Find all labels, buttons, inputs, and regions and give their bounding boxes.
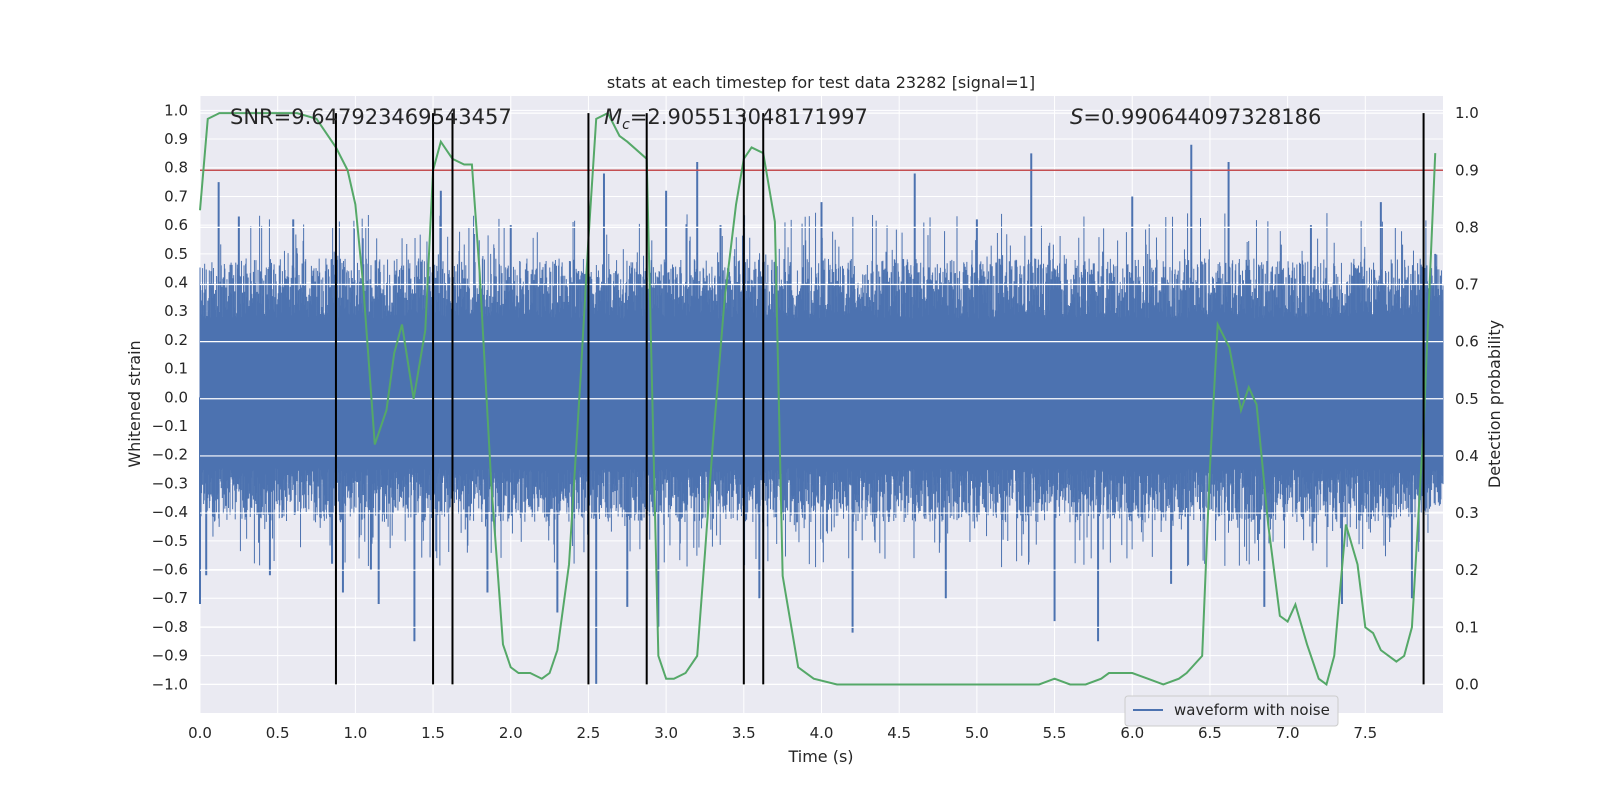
y-right-tick-label: 0.6 [1455, 333, 1479, 351]
y-left-tick-label: −0.5 [152, 532, 188, 550]
y-right-tick-label: 0.3 [1455, 504, 1479, 522]
y-left-tick-label: 0.9 [164, 130, 188, 148]
chart-title: stats at each timestep for test data 232… [607, 73, 1035, 92]
y-right-tick-label: 1.0 [1455, 104, 1479, 122]
x-tick-label: 7.5 [1353, 724, 1377, 742]
legend-box [1124, 695, 1339, 727]
s-symbol: S [1070, 105, 1083, 129]
y-right-tick-label: 0.5 [1455, 390, 1479, 408]
y-left-tick-label: 0.1 [164, 360, 188, 378]
mc-symbol: M [604, 105, 622, 129]
x-tick-label: 3.0 [654, 724, 678, 742]
legend-label: waveform with noise [1174, 701, 1330, 719]
y-left-tick-label: −0.9 [152, 647, 188, 665]
x-tick-label: 0.5 [266, 724, 290, 742]
y-left-tick-label: −0.3 [152, 474, 188, 492]
y-left-tick-label: −0.2 [152, 446, 188, 464]
vertical-marker-lines [334, 113, 1425, 685]
y-left-tick-label: −0.6 [152, 561, 188, 579]
x-tick-label: 4.5 [887, 724, 911, 742]
y-right-tick-label: 0.0 [1455, 675, 1479, 693]
mc-annotation: Mc=2.905513048171997 [604, 105, 868, 133]
waveform-series [199, 144, 1444, 685]
y-left-tick-label: 0.0 [164, 388, 188, 406]
x-tick-label: 1.5 [421, 724, 445, 742]
y-right-tick-label: 0.4 [1455, 447, 1479, 465]
y-left-tick-label: −0.4 [152, 503, 188, 521]
y-axis-left-label: Whitened strain [125, 340, 144, 467]
x-axis-label: Time (s) [787, 747, 853, 766]
x-tick-label: 2.5 [577, 724, 601, 742]
x-tick-label: 1.0 [343, 724, 367, 742]
y-left-tick-label: 0.5 [164, 245, 188, 263]
y-right-tick-label: 0.8 [1455, 218, 1479, 236]
y-left-tick-label: −0.1 [152, 417, 188, 435]
y-axis-left-ticks: 1.0 0.9 0.8 0.7 0.6 0.5 0.4 0.3 0.2 0.1 0.0 −0.1 −0.… [152, 101, 188, 693]
legend: waveform with noise [1124, 695, 1339, 727]
y-left-tick-label: 1.0 [164, 101, 188, 119]
x-tick-label: 4.0 [810, 724, 834, 742]
y-right-tick-label: 0.9 [1455, 161, 1479, 179]
y-axis-right-ticks: 1.0 0.9 0.8 0.7 0.6 0.5 0.4 0.3 0.2 0.1 0.0 [1455, 104, 1479, 693]
y-left-tick-label: 0.4 [164, 274, 188, 292]
y-left-tick-label: 0.3 [164, 302, 188, 320]
y-left-tick-label: 0.2 [164, 331, 188, 349]
y-axis-right-label: Detection probability [1485, 320, 1504, 488]
y-left-tick-label: 0.6 [164, 216, 188, 234]
right-axis-grid [200, 112, 1443, 686]
x-tick-label: 7.0 [1276, 724, 1300, 742]
s-annotation: S=0.990644097328186 [1070, 105, 1321, 129]
x-tick-label: 6.5 [1198, 724, 1222, 742]
x-axis-ticks: 0.0 0.5 1.0 1.5 2.0 2.5 3.0 3.5 4.0 4.5 5.0 5.5 6.0 6… [188, 724, 1377, 742]
mc-subscript: c [622, 117, 630, 133]
x-tick-label: 2.0 [499, 724, 523, 742]
y-left-tick-label: −0.7 [152, 589, 188, 607]
x-tick-label: 0.0 [188, 724, 212, 742]
snr-annotation: SNR=9.647923469543457 [230, 105, 512, 129]
y-left-tick-label: −1.0 [152, 675, 188, 693]
s-value: =0.990644097328186 [1083, 105, 1321, 129]
x-tick-label: 5.0 [965, 724, 989, 742]
y-right-tick-label: 0.7 [1455, 276, 1479, 294]
y-left-tick-label: 0.7 [164, 187, 188, 205]
x-tick-label: 3.5 [732, 724, 756, 742]
x-tick-label: 5.5 [1043, 724, 1067, 742]
x-tick-label: 6.0 [1120, 724, 1144, 742]
mc-value: =2.905513048171997 [630, 105, 868, 129]
y-left-tick-label: 0.8 [164, 159, 188, 177]
y-left-tick-label: −0.8 [152, 618, 188, 636]
y-right-tick-label: 0.2 [1455, 561, 1479, 579]
y-right-tick-label: 0.1 [1455, 618, 1479, 636]
